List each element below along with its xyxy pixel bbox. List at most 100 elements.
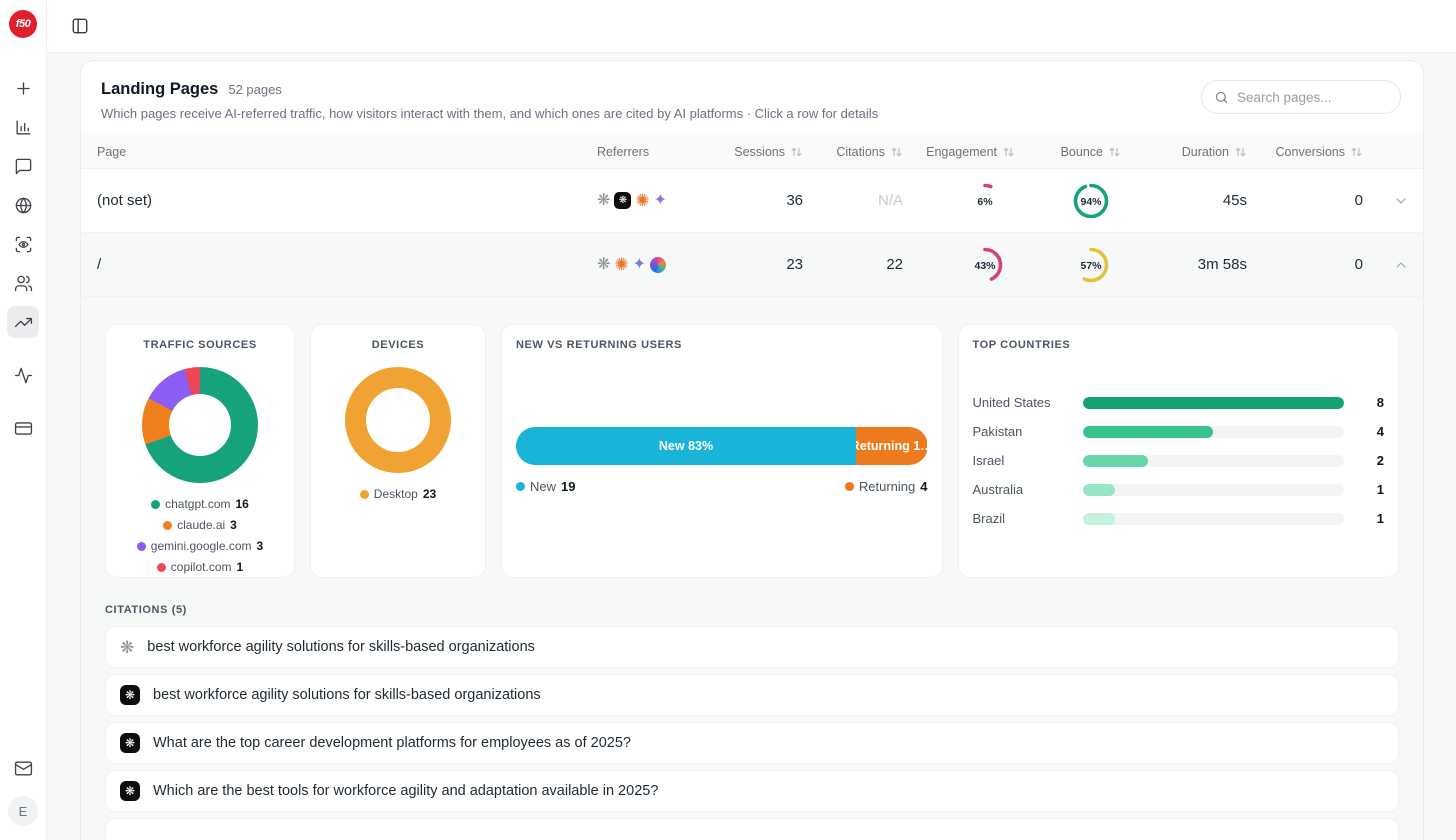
- column-header-engagement[interactable]: Engagement: [903, 145, 1015, 159]
- country-label: United States: [972, 395, 1051, 410]
- sidebar-item-conversations[interactable]: [7, 150, 39, 182]
- bounce-gauge: 57%: [1015, 245, 1121, 285]
- row-details-panel: TRAFFIC SOURCES chatgpt.com 16 claude.ai 3 g…: [81, 296, 1423, 840]
- citation-text: best workforce agility solutions for ski…: [153, 687, 541, 703]
- sidebar-item-analytics[interactable]: [7, 306, 39, 338]
- country-row: Australia 1: [973, 482, 1385, 497]
- citation-row[interactable]: [105, 818, 1399, 840]
- citation-text: Which are the best tools for workforce a…: [153, 783, 659, 799]
- chevron-up-icon[interactable]: [1363, 257, 1409, 273]
- country-label: Pakistan: [972, 424, 1023, 439]
- svg-text:43%: 43%: [974, 259, 996, 271]
- country-value: 2: [1376, 453, 1384, 468]
- claude-icon: ✺: [614, 255, 629, 274]
- page-count: 52 pages: [228, 82, 282, 97]
- citation-row[interactable]: ❋ best workforce agility solutions for sk…: [105, 674, 1399, 716]
- sidebar-item-web[interactable]: [7, 189, 39, 221]
- svg-text:94%: 94%: [1080, 195, 1102, 207]
- top-countries-title: TOP COUNTRIES: [972, 339, 1071, 351]
- citations-label: CITATIONS (5): [105, 604, 187, 616]
- sessions-cell: 23: [786, 256, 803, 273]
- column-header-page: Page: [97, 144, 127, 159]
- citation-row[interactable]: ❋ What are the top career development pla…: [105, 722, 1399, 764]
- chevron-down-icon[interactable]: [1363, 193, 1409, 209]
- traffic-sources-title: TRAFFIC SOURCES: [143, 339, 257, 351]
- column-header-sessions[interactable]: Sessions: [715, 145, 803, 159]
- country-row: United States 8: [973, 395, 1385, 410]
- referrer-icons: ❋ ❋ ✺ ✦: [597, 192, 715, 209]
- trending-up-icon: [14, 313, 33, 332]
- column-header-citations[interactable]: Citations: [803, 145, 903, 159]
- copilot-icon: [650, 256, 667, 273]
- bar-segment-returning: Returning 1…: [855, 427, 928, 465]
- country-value: 1: [1376, 482, 1384, 497]
- devices-title: DEVICES: [371, 339, 425, 351]
- legend-item: copilot.com 1: [156, 560, 243, 574]
- sidebar: f50 E: [0, 0, 47, 840]
- plus-icon: [14, 79, 33, 98]
- citations-list: ❋ best workforce agility solutions for sk…: [105, 626, 1399, 840]
- sidebar-item-audience[interactable]: [7, 267, 39, 299]
- chatgpt-icon: ❋: [597, 191, 611, 209]
- legend-item: Desktop 23: [359, 487, 436, 501]
- citation-row[interactable]: ❋ Which are the best tools for workforce …: [105, 770, 1399, 812]
- search-input[interactable]: [1237, 89, 1388, 105]
- page-cell: /: [97, 256, 102, 273]
- traffic-sources-donut: [142, 367, 258, 483]
- country-value: 8: [1376, 395, 1384, 410]
- dark-ai-icon: ❋: [120, 685, 140, 705]
- card-header: Landing Pages 52 pages Which pages recei…: [81, 61, 1423, 135]
- traffic-sources-legend: chatgpt.com 16 claude.ai 3 gemini.google.com…: [120, 497, 280, 574]
- country-row: Brazil 1: [973, 511, 1385, 526]
- duration-cell: 45s: [1222, 192, 1247, 209]
- table-header: Page Referrers Sessions Citations Engagement…: [81, 135, 1423, 168]
- sidebar-item-activity[interactable]: [7, 359, 39, 391]
- chat-icon: [14, 157, 33, 176]
- new-vs-returning-legend: New 19 Returning 4: [516, 479, 928, 494]
- sidebar-item-new[interactable]: [7, 72, 39, 104]
- column-header-conversions[interactable]: Conversions: [1247, 145, 1363, 159]
- new-vs-returning-card: NEW VS RETURNING USERS New 83% Returning …: [501, 324, 943, 578]
- scan-eye-icon: [14, 235, 33, 254]
- column-header-duration[interactable]: Duration: [1121, 145, 1247, 159]
- mail-icon[interactable]: [7, 752, 39, 784]
- chatgpt-icon: ❋: [120, 637, 135, 657]
- brand-logo[interactable]: f50: [9, 10, 37, 38]
- gemini-icon: ✦: [653, 191, 668, 209]
- engagement-gauge: 6%: [903, 181, 1015, 221]
- activity-icon: [14, 366, 33, 385]
- dark-ai-icon: ❋: [120, 733, 140, 753]
- country-label: Australia: [972, 482, 1024, 497]
- citations-cell: N/A: [877, 192, 903, 209]
- table-row[interactable]: (not set) ❋ ❋ ✺ ✦ 36 N/A 6% 94% 45s 0: [81, 168, 1423, 232]
- search-box: [1201, 80, 1401, 114]
- new-vs-returning-title: NEW VS RETURNING USERS: [516, 339, 682, 351]
- engagement-gauge: 43%: [903, 245, 1015, 285]
- sidebar-item-billing[interactable]: [7, 412, 39, 444]
- svg-text:6%: 6%: [977, 195, 993, 207]
- topbar: [47, 0, 1456, 53]
- sidebar-item-reports[interactable]: [7, 111, 39, 143]
- devices-legend: Desktop 23: [325, 487, 471, 501]
- sidebar-nav: [7, 72, 39, 444]
- main-area: Landing Pages 52 pages Which pages recei…: [47, 0, 1456, 840]
- sidebar-item-visibility[interactable]: [7, 228, 39, 260]
- devices-donut: [345, 367, 451, 473]
- sidebar-toggle-icon[interactable]: [65, 11, 95, 41]
- table-row[interactable]: / ❋ ✺ ✦ 23 22 43% 57% 3m 58s 0: [81, 232, 1423, 296]
- citation-row[interactable]: ❋ best workforce agility solutions for sk…: [105, 626, 1399, 668]
- country-row: Pakistan 4: [973, 424, 1385, 439]
- bar-chart-icon: [14, 118, 33, 137]
- citation-text: best workforce agility solutions for ski…: [147, 639, 535, 655]
- traffic-sources-card: TRAFFIC SOURCES chatgpt.com 16 claude.ai 3 g…: [105, 324, 295, 578]
- content-area: Landing Pages 52 pages Which pages recei…: [47, 53, 1456, 840]
- svg-text:57%: 57%: [1080, 259, 1102, 271]
- conversions-cell: 0: [1354, 256, 1363, 273]
- legend-item: claude.ai 3: [163, 518, 237, 532]
- column-header-bounce[interactable]: Bounce: [1015, 145, 1121, 159]
- users-icon: [14, 274, 33, 293]
- avatar[interactable]: E: [8, 796, 38, 826]
- dark-ai-icon: ❋: [614, 192, 632, 209]
- citation-text: What are the top career development plat…: [153, 735, 631, 751]
